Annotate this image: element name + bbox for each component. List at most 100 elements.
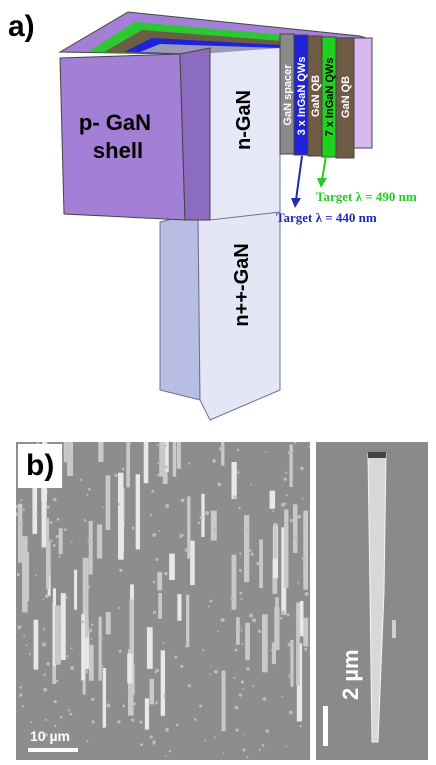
surface-particle (86, 493, 89, 496)
surface-particle (46, 505, 50, 510)
nanowire (32, 481, 38, 534)
scalebar-left-label: 10 µm (30, 728, 70, 744)
surface-particle (49, 521, 53, 524)
nanowire (165, 442, 169, 472)
surface-particle (308, 445, 310, 448)
nanowire (96, 524, 103, 559)
surface-particle (240, 629, 243, 632)
surface-particle (156, 443, 159, 446)
surface-particle (233, 677, 236, 680)
surface-particle (236, 448, 240, 452)
surface-particle (297, 581, 300, 584)
arrow-blue-head (291, 198, 301, 208)
surface-particle (197, 521, 201, 525)
surface-particle (149, 514, 153, 517)
surface-particle (117, 503, 121, 506)
surface-particle (217, 630, 219, 633)
surface-particle (91, 623, 94, 627)
surface-particle (212, 459, 216, 463)
nanowire (303, 617, 309, 647)
surface-particle (131, 708, 134, 711)
surface-particle (239, 552, 242, 555)
label-qw-green: 7 x InGaN QWs (324, 58, 336, 137)
surface-particle (243, 733, 246, 736)
surface-particle (44, 718, 47, 721)
surface-particle (249, 613, 253, 618)
surface-particle (130, 718, 135, 722)
surface-particle (242, 688, 245, 691)
surface-particle (53, 497, 57, 502)
shell-left-face (59, 53, 186, 221)
surface-particle (281, 695, 284, 698)
surface-particle (86, 740, 89, 743)
surface-particle (213, 527, 218, 531)
surface-particle (87, 585, 91, 589)
surface-particle (42, 628, 46, 631)
surface-particle (66, 655, 69, 658)
nanowire (231, 461, 237, 499)
surface-particle (155, 668, 159, 673)
surface-particle (55, 534, 59, 539)
nanowire (176, 442, 181, 469)
nanowire (102, 667, 107, 728)
surface-particle (23, 634, 26, 637)
surface-particle (19, 522, 24, 527)
nanowire (259, 539, 263, 589)
surface-particle (210, 665, 213, 667)
nanowire (18, 503, 23, 563)
surface-particle (35, 574, 38, 577)
nanowire (296, 602, 300, 686)
nanowire (221, 670, 226, 732)
label-qb1: GaN QB (310, 75, 322, 117)
nanowire (158, 592, 162, 620)
nanowire (82, 557, 89, 638)
surface-particle (234, 648, 238, 652)
panel-label-b: b) (18, 444, 63, 488)
surface-particle (250, 552, 254, 556)
surface-particle (121, 467, 125, 471)
surface-particle (53, 700, 57, 704)
nanowire-schematic: p- GaN shell n-GaN n++-GaN GaN spacer 3 … (58, 11, 417, 421)
nanowire (172, 442, 177, 477)
surface-particle (289, 710, 293, 715)
surface-particle (164, 727, 169, 732)
surface-particle (91, 720, 95, 724)
surface-particle (44, 594, 49, 598)
surface-particle (117, 720, 121, 724)
surface-particle (175, 723, 179, 727)
surface-particle (237, 625, 241, 630)
nanowire (98, 616, 102, 681)
nanowire (74, 569, 78, 610)
surface-particle (131, 526, 135, 530)
surface-particle (152, 742, 155, 745)
nanowire (105, 611, 111, 635)
surface-particle (250, 483, 253, 486)
surface-particle (230, 596, 235, 601)
surface-particle (52, 544, 56, 547)
nanowire (144, 698, 150, 730)
surface-particle (194, 718, 197, 721)
surface-particle (304, 525, 307, 528)
surface-particle (85, 670, 89, 674)
surface-particle (258, 748, 261, 752)
surface-particle (119, 568, 123, 572)
arrow-green-head (317, 178, 327, 188)
surface-particle (213, 736, 217, 739)
nanowire (63, 442, 67, 463)
target-blue-label: Target λ = 440 nm (276, 210, 377, 225)
surface-particle (22, 508, 25, 511)
nanowire (67, 442, 74, 477)
surface-particle (285, 745, 288, 748)
surface-particle (70, 647, 73, 650)
label-base: n++-GaN (231, 243, 253, 326)
surface-particle (88, 487, 91, 491)
label-qw-blue: 3 x InGaN QWs (296, 57, 308, 136)
surface-particle (127, 693, 130, 696)
surface-particle (235, 728, 239, 732)
surface-particle (133, 702, 136, 706)
surface-particle (301, 497, 304, 500)
nanowire (127, 653, 133, 684)
nanowire (98, 442, 104, 463)
surface-particle (288, 674, 293, 679)
surface-particle (304, 647, 308, 651)
